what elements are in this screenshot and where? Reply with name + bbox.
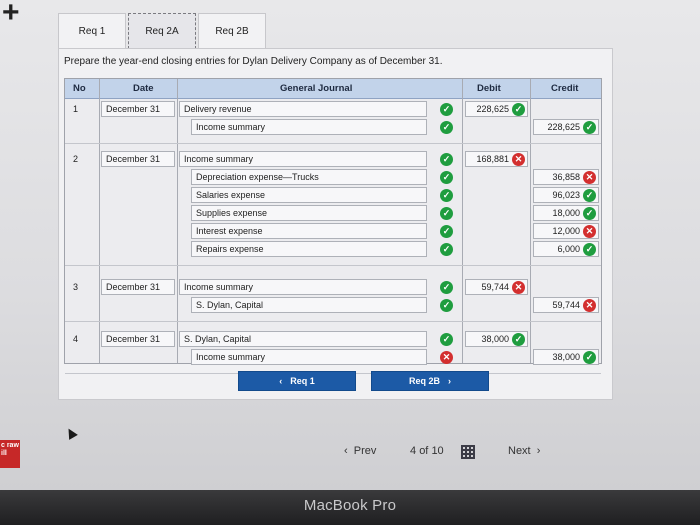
chevron-right-icon: › [448, 376, 451, 386]
prev-req-button[interactable]: ‹ Req 1 [238, 371, 356, 391]
row-divider [65, 143, 601, 144]
cross-icon: ✕ [512, 281, 525, 294]
general-journal-table: No Date General Journal Debit Credit 1 De… [64, 78, 602, 374]
publisher-logo: c raw ill [0, 440, 20, 468]
grid-icon[interactable] [461, 445, 475, 459]
credit-field[interactable]: 38,000 [533, 349, 599, 365]
chevron-left-icon: ‹ [344, 445, 351, 457]
bezel-label: MacBook Pro [303, 497, 397, 514]
page-of: of [419, 445, 429, 457]
row-divider [65, 265, 601, 266]
account-field[interactable]: Interest expense [191, 223, 427, 239]
account-field[interactable]: Repairs expense [191, 241, 427, 257]
cross-icon: ✕ [583, 299, 596, 312]
entry-number: 2 [73, 154, 79, 164]
entry-number: 4 [73, 334, 79, 344]
tab-req-1[interactable]: Req 1 [58, 13, 126, 49]
credit-field[interactable]: 12,000 [533, 223, 599, 239]
chevron-left-icon: ‹ [279, 376, 283, 386]
entry-number: 3 [73, 282, 79, 292]
cross-icon: ✕ [583, 171, 596, 184]
screen: + Req 1 Req 2A Req 2B Prepare the year-e… [0, 0, 700, 490]
credit-field[interactable]: 228,625 [533, 119, 599, 135]
check-icon: ✓ [440, 333, 453, 346]
tab-req-2b[interactable]: Req 2B [198, 13, 266, 49]
check-icon: ✓ [583, 189, 596, 202]
date-field[interactable]: December 31 [101, 331, 175, 347]
tab-req-2a[interactable]: Req 2A [128, 13, 196, 49]
journal-header: No Date General Journal Debit Credit [65, 79, 601, 99]
check-icon: ✓ [440, 207, 453, 220]
header-no: No [73, 83, 86, 94]
cross-icon: ✕ [512, 153, 525, 166]
next-req-button[interactable]: Req 2B › [371, 371, 489, 391]
check-icon: ✓ [440, 103, 453, 116]
cross-icon: ✕ [440, 351, 453, 364]
credit-field[interactable]: 6,000 [533, 241, 599, 257]
check-icon: ✓ [440, 121, 453, 134]
check-icon: ✓ [440, 225, 453, 238]
header-date: Date [133, 83, 154, 94]
check-icon: ✓ [440, 171, 453, 184]
page-total: 10 [431, 445, 444, 457]
check-icon: ✓ [583, 207, 596, 220]
check-icon: ✓ [512, 103, 525, 116]
account-field[interactable]: Income summary [191, 119, 427, 135]
next-req-label: Req 2B [408, 376, 440, 386]
date-field[interactable]: December 31 [101, 101, 175, 117]
prev-req-label: Req 1 [290, 376, 315, 386]
account-field[interactable]: S. Dylan, Capital [191, 297, 427, 313]
chevron-right-icon: › [533, 445, 541, 457]
credit-field[interactable]: 96,023 [533, 187, 599, 203]
date-field[interactable]: December 31 [101, 151, 175, 167]
header-general-journal: General Journal [280, 83, 353, 94]
check-icon: ✓ [583, 121, 596, 134]
page-current: 4 [410, 445, 417, 457]
next-page-button[interactable]: Next › [508, 445, 540, 457]
account-field[interactable]: Delivery revenue [179, 101, 427, 117]
account-field[interactable]: Income summary [179, 279, 427, 295]
row-divider [65, 321, 601, 322]
check-icon: ✓ [440, 153, 453, 166]
cross-icon: ✕ [583, 225, 596, 238]
instruction-text: Prepare the year-end closing entries for… [64, 56, 443, 67]
header-credit: Credit [551, 83, 579, 94]
laptop-bezel [0, 490, 700, 525]
header-debit: Debit [477, 83, 501, 94]
check-icon: ✓ [440, 189, 453, 202]
mouse-cursor-icon [64, 426, 78, 440]
plus-icon[interactable]: + [2, 0, 20, 29]
check-icon: ✓ [440, 299, 453, 312]
check-icon: ✓ [440, 243, 453, 256]
check-icon: ✓ [583, 351, 596, 364]
prev-page-button[interactable]: ‹ Prev [344, 445, 376, 457]
prev-label: Prev [353, 445, 377, 457]
account-field[interactable]: Depreciation expense—Trucks [191, 169, 427, 185]
account-field[interactable]: Income summary [191, 349, 427, 365]
account-field[interactable]: Income summary [179, 151, 427, 167]
credit-field[interactable]: 59,744 [533, 297, 599, 313]
account-field[interactable]: S. Dylan, Capital [179, 331, 427, 347]
date-field[interactable]: December 31 [101, 279, 175, 295]
credit-field[interactable]: 36,858 [533, 169, 599, 185]
credit-field[interactable]: 18,000 [533, 205, 599, 221]
account-field[interactable]: Salaries expense [191, 187, 427, 203]
entry-number: 1 [73, 104, 79, 114]
page-indicator: 4 of 10 [410, 445, 444, 457]
tab-bar: Req 1 Req 2A Req 2B [58, 13, 268, 49]
next-label: Next [508, 445, 531, 457]
check-icon: ✓ [583, 243, 596, 256]
check-icon: ✓ [512, 333, 525, 346]
check-icon: ✓ [440, 281, 453, 294]
account-field[interactable]: Supplies expense [191, 205, 427, 221]
